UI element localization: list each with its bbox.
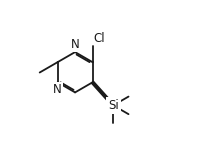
Text: Cl: Cl bbox=[94, 32, 105, 45]
Text: N: N bbox=[71, 38, 80, 51]
Text: N: N bbox=[53, 83, 61, 96]
Text: Si: Si bbox=[108, 99, 119, 112]
